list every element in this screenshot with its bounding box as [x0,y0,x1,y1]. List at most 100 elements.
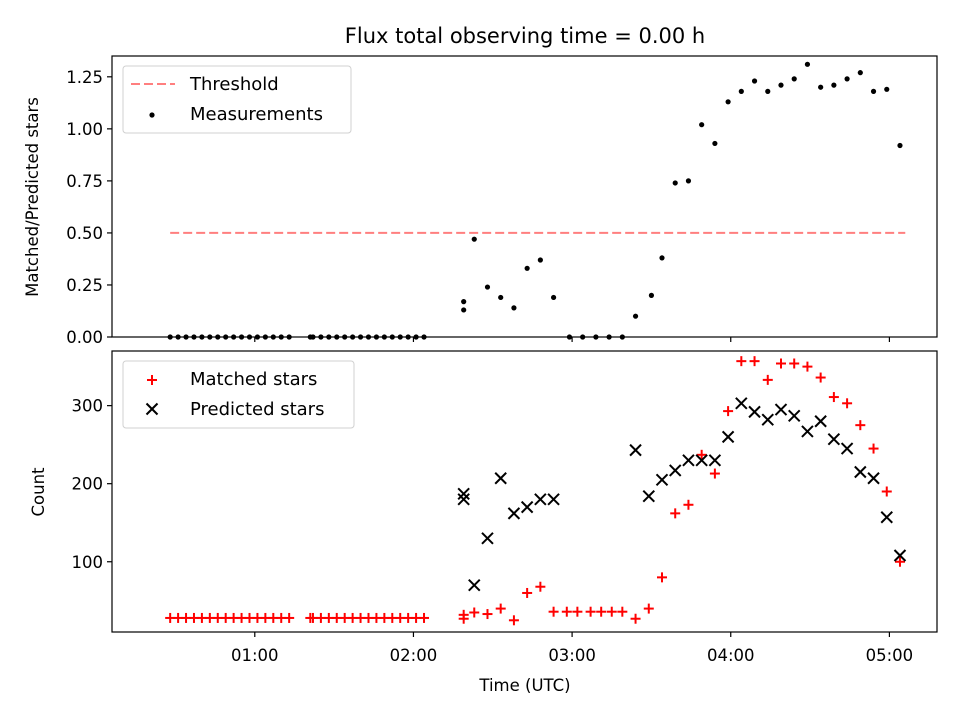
predicted-stars-point [708,454,722,467]
measurement-point [831,82,837,88]
matched-stars-point [683,499,694,510]
matched-stars-point [535,581,546,592]
matched-stars-point [548,606,559,617]
predicted-stars-point [534,493,547,506]
matched-stars-point [630,613,641,624]
predicted-stars-point [682,454,695,467]
x-tick-label: 03:00 [548,646,596,665]
measurement-point [857,70,863,76]
measurement-point [498,294,504,301]
predicted-stars-point [520,500,534,514]
predicted-stars-point [721,430,735,444]
matched-stars-point [709,468,720,479]
x-tick-label: 02:00 [390,646,438,665]
legend-matched-swatch [147,375,157,385]
predicted-stars-point [695,454,708,467]
measurement-point [511,305,517,311]
measurement-point [725,99,731,105]
measurement-point [699,122,705,128]
measurement-point [712,140,718,147]
ratio-legend-box [122,65,352,134]
ratio-x-ticks [254,337,891,342]
measurement-point [461,299,467,305]
measurement-point [884,86,890,92]
matched-stars-point [723,406,734,417]
legend-threshold-label: Threshold [189,74,279,95]
matched-stars-point [894,556,905,567]
matched-stars-point [855,420,866,431]
matched-stars-point [596,606,607,617]
matched-stars-point [495,603,506,614]
count-legend-box [122,360,355,429]
ratio-y-tick-label: 1.00 [66,120,103,139]
count-y-ticks: 100 200 300 [72,397,112,572]
measurement-point [870,88,877,94]
predicted-stars-point [547,493,560,506]
predicted-stars-point [827,432,841,446]
predicted-stars-point [468,578,481,592]
x-axis-label: Time (UTC) [478,676,570,695]
count-y-tick-label: 200 [72,475,104,494]
matched-stars-point [802,361,813,372]
matched-stars-point [617,606,628,617]
measurement-point [778,82,784,88]
ratio-y-ticks: 0.00 0.25 0.50 0.75 1.00 1.25 [66,68,112,347]
measurement-point [632,313,639,319]
predicted-stars-point [814,415,827,428]
matched-stars-point [419,612,430,623]
matched-stars-point [762,374,773,385]
ratio-y-tick-label: 1.25 [66,68,103,87]
measurement-point [550,294,557,301]
predicted-stars-point [735,397,748,410]
measurement-point [537,257,543,263]
matched-stars-point [585,606,596,617]
measurement-point [844,76,850,82]
legend-predicted-label: Predicted stars [190,399,324,420]
predicted-stars-point [761,413,774,426]
count-axes-frame [111,350,938,633]
legend-measurements-label: Measurements [190,104,323,125]
predicted-stars-point [655,473,669,486]
predicted-stars-point [642,489,655,503]
matched-stars-point [606,606,617,617]
matched-stars-point [643,603,654,614]
matched-stars-point [789,358,800,369]
measurement-point [738,88,744,94]
predicted-stars-point [854,465,867,479]
ratio-y-tick-label: 0.25 [66,276,103,295]
count-y-tick-label: 100 [72,553,104,572]
matched-stars-point [561,606,572,617]
predicted-stars-point [840,442,854,455]
matched-stars-point [868,443,879,454]
matched-stars-point [881,486,892,497]
measurement-point [471,236,477,242]
measurement-point [791,76,797,82]
count-y-tick-label: 300 [72,397,104,416]
count-x-ticks: 01:00 02:00 03:00 04:00 05:00 [231,632,913,665]
ratio-y-tick-label: 0.00 [66,328,103,347]
predicted-stars-point [880,511,893,524]
matched-stars-point [458,609,469,620]
predicted-stars-point [788,409,801,422]
legend-predicted-swatch [145,402,159,416]
matched-stars-point [469,607,480,618]
legend-measurements-swatch [149,112,155,118]
matched-stars-point [775,358,786,369]
count-legend: Matched stars Predicted stars [122,360,355,429]
ratio-panel: 0.00 0.25 0.50 0.75 1.00 1.25 Matched/Predict… [23,55,938,347]
matched-stars-point [572,606,583,617]
matched-stars-point [736,356,747,367]
measurement-point [524,265,530,271]
predicted-stars-point [867,472,880,485]
predicted-stars-point [774,403,788,416]
count-marks [165,356,907,626]
ratio-y-tick-label: 0.50 [66,224,103,243]
measurement-point [818,84,824,90]
ratio-axes-frame [111,55,938,338]
ratio-legend: Threshold Measurements [122,65,352,134]
matched-stars-point [828,392,839,403]
predicted-stars-point [494,472,507,485]
predicted-stars-point [507,507,521,520]
measurement-point [484,284,491,290]
